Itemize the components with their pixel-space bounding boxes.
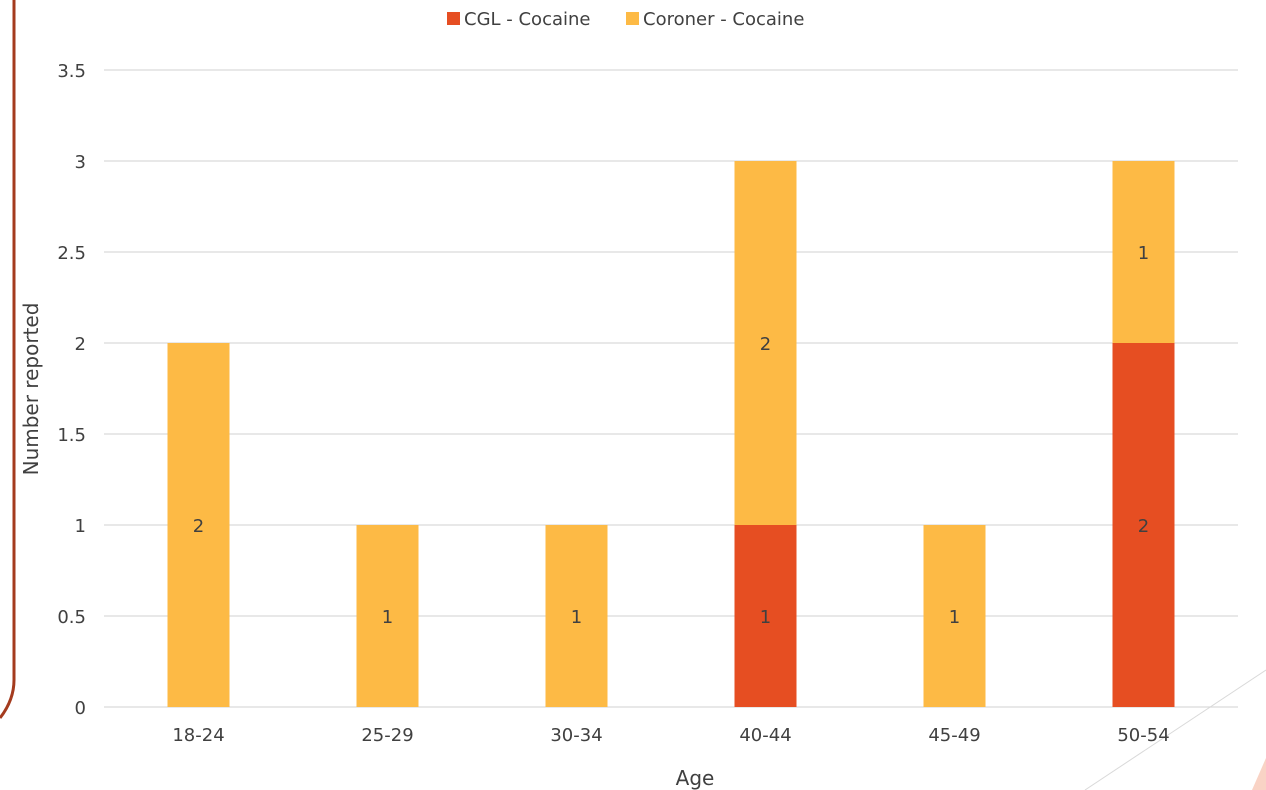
y-tick-label: 2 bbox=[75, 334, 86, 355]
slide-corner-accent bbox=[1252, 758, 1266, 790]
bar-segment bbox=[356, 525, 419, 707]
y-tick-label: 3 bbox=[75, 152, 86, 173]
x-tick-label: 50-54 bbox=[1117, 725, 1169, 746]
y-tick-label: 1.5 bbox=[57, 425, 86, 446]
y-tick-labels: 0 0.5 1 1.5 2 2.5 3 3.5 bbox=[57, 61, 86, 719]
data-label: 1 bbox=[949, 607, 960, 628]
bar-segment bbox=[923, 525, 986, 707]
bar-segment bbox=[167, 343, 230, 707]
data-label: 1 bbox=[382, 607, 393, 628]
legend-swatch-coroner bbox=[626, 12, 639, 25]
data-label: 2 bbox=[1138, 516, 1149, 537]
x-axis-title: Age bbox=[676, 766, 715, 790]
slide-frame-border bbox=[0, 0, 16, 719]
data-label: 2 bbox=[760, 334, 771, 355]
data-label: 1 bbox=[571, 607, 582, 628]
bar-segment bbox=[734, 161, 797, 525]
bar-segment bbox=[1112, 161, 1175, 343]
x-tick-label: 25-29 bbox=[361, 725, 413, 746]
bar-segment bbox=[734, 525, 797, 707]
x-tick-label: 40-44 bbox=[739, 725, 791, 746]
grid-lines bbox=[104, 69, 1238, 708]
y-tick-label: 0 bbox=[75, 698, 86, 719]
bar-segment bbox=[545, 525, 608, 707]
x-tick-label: 18-24 bbox=[172, 725, 224, 746]
legend-label-cgl: CGL - Cocaine bbox=[464, 9, 590, 30]
legend: CGL - Cocaine Coroner - Cocaine bbox=[447, 9, 804, 30]
legend-label-coroner: Coroner - Cocaine bbox=[643, 9, 804, 30]
data-label: 1 bbox=[760, 607, 771, 628]
y-tick-label: 0.5 bbox=[57, 607, 86, 628]
data-label: 1 bbox=[1138, 243, 1149, 264]
slide-corner-line bbox=[1084, 669, 1266, 790]
x-tick-label: 30-34 bbox=[550, 725, 602, 746]
bar-segment bbox=[1112, 343, 1175, 707]
x-tick-label: 45-49 bbox=[928, 725, 980, 746]
bars bbox=[167, 161, 1175, 707]
y-tick-label: 1 bbox=[75, 516, 86, 537]
y-axis-title: Number reported bbox=[19, 303, 43, 476]
legend-swatch-cgl bbox=[447, 12, 460, 25]
x-tick-labels: 18-24 25-29 30-34 40-44 45-49 50-54 bbox=[172, 725, 1169, 746]
data-label: 2 bbox=[193, 516, 204, 537]
y-tick-label: 2.5 bbox=[57, 243, 86, 264]
y-tick-label: 3.5 bbox=[57, 61, 86, 82]
data-labels: 2 1 1 1 2 1 2 1 bbox=[193, 243, 1149, 628]
